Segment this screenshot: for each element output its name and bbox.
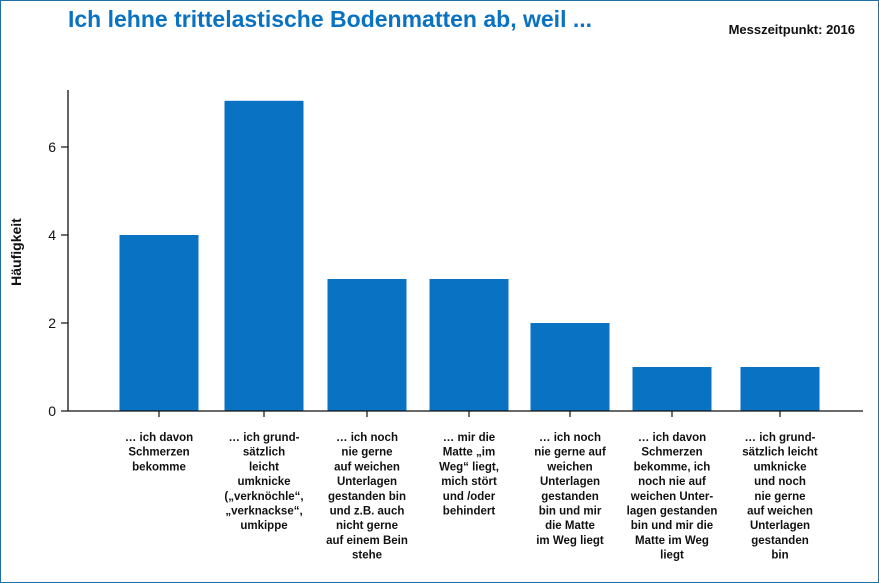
category-label-line: nie gerne (341, 447, 392, 459)
category-label-line: behindert (443, 506, 496, 518)
category-label-line: lagen gestanden (627, 506, 718, 518)
category-label-line: auf weichen (334, 461, 400, 473)
category-label-line: Weg“ liegt, (439, 461, 499, 473)
category-label-line: sätzlich (243, 447, 285, 459)
category-label-line: mich stört (441, 476, 497, 488)
category-label-line: leicht (249, 461, 279, 473)
category-label-line: … ich davon (125, 432, 193, 444)
y-tick-label-2: 2 (48, 315, 56, 331)
category-label-line: … ich noch (539, 432, 601, 444)
category-label-line: Unterlagen (337, 476, 397, 488)
bar-5 (530, 323, 610, 411)
axes (67, 90, 863, 417)
category-label-line: nie gerne (754, 491, 805, 503)
category-label-line: („verknöchle“, (224, 491, 303, 503)
category-label-line: auf weichen (747, 506, 813, 518)
category-label-line: Schmerzen (641, 447, 702, 459)
category-label-line: im Weg liegt (536, 535, 604, 547)
category-label-line: … mir die (443, 432, 495, 444)
category-label-7: … ich grund-sätzlich leicht umknicke und n… (742, 432, 818, 562)
category-label-line: gestanden bin (328, 491, 406, 503)
category-label-line: bin und mir (539, 506, 602, 518)
y-tick-label-0: 0 (48, 403, 56, 419)
y-ticks: 0 2 4 6 (48, 139, 68, 419)
category-label-line: auf einem Bein (326, 535, 408, 547)
category-label-2: … ich grund-sätzlich leicht umknicke („verk… (224, 432, 303, 532)
category-label-line: weichen Unter- (630, 491, 714, 503)
bar-7 (740, 367, 820, 411)
bar-3 (327, 279, 407, 411)
bar-4 (429, 279, 509, 411)
category-label-3: … ich noch nie gerne auf weichen Unterlagen… (326, 432, 408, 562)
bar-6 (632, 367, 712, 411)
category-label-line: und z.B. auch (330, 506, 405, 518)
category-label-line: bekomme (132, 461, 186, 473)
category-label-line: bekomme, ich (634, 461, 711, 473)
category-label-line: nicht gerne (336, 520, 398, 532)
category-label-line: nie gerne auf (534, 447, 606, 459)
category-label-line: umkippe (240, 520, 287, 532)
category-label-line: „verknackse“, (225, 506, 302, 518)
category-label-line: und /oder (443, 491, 496, 503)
category-label-line: … ich grund- (745, 432, 816, 444)
category-label-5: … ich noch nie gerne auf weichen Unterlagen… (534, 432, 606, 547)
bar-1 (119, 235, 199, 411)
category-label-line: Matte „im (443, 447, 495, 459)
category-label-line: … ich grund- (229, 432, 300, 444)
category-label-line: stehe (352, 550, 382, 562)
category-label-line: gestanden (541, 491, 599, 503)
category-label-line: … ich noch (336, 432, 398, 444)
category-label-line: bin (771, 550, 788, 562)
category-labels: … ich davon Schmerzen bekomme … ich grund-s… (125, 432, 818, 562)
category-label-6: … ich davon Schmerzen bekomme, ich noch nie… (627, 432, 718, 562)
y-tick-label-4: 4 (48, 227, 56, 243)
category-label-line: umknicke (237, 476, 290, 488)
y-axis-label-group: Häufigkeit (8, 218, 24, 286)
bars (119, 100, 820, 412)
category-label-line: weichen (546, 461, 592, 473)
category-label-line: und noch (754, 476, 806, 488)
category-label-line: Matte im Weg (635, 535, 709, 547)
category-label-1: … ich davon Schmerzen bekomme (125, 432, 193, 473)
category-label-line: sätzlich leicht (742, 447, 818, 459)
category-label-line: liegt (660, 550, 684, 562)
measurement-date: Messzeitpunkt: 2016 (728, 22, 855, 37)
y-tick-label-6: 6 (48, 139, 56, 155)
category-label-line: Unterlagen (750, 520, 810, 532)
chart-title: Ich lehne trittelastische Bodenmatten ab… (68, 6, 593, 32)
category-label-line: … ich davon (638, 432, 706, 444)
category-label-line: noch nie auf (638, 476, 706, 488)
category-label-line: die Matte (545, 520, 595, 532)
category-label-line: Unterlagen (540, 476, 600, 488)
bar-2 (224, 100, 304, 412)
category-label-line: bin und mir die (631, 520, 713, 532)
category-label-line: gestanden (751, 535, 809, 547)
category-label-line: umknicke (753, 461, 806, 473)
y-axis-label: Häufigkeit (8, 218, 24, 286)
category-label-4: … mir die Matte „im Weg“ liegt, mich stört u… (439, 432, 499, 518)
category-label-line: Schmerzen (128, 447, 189, 459)
